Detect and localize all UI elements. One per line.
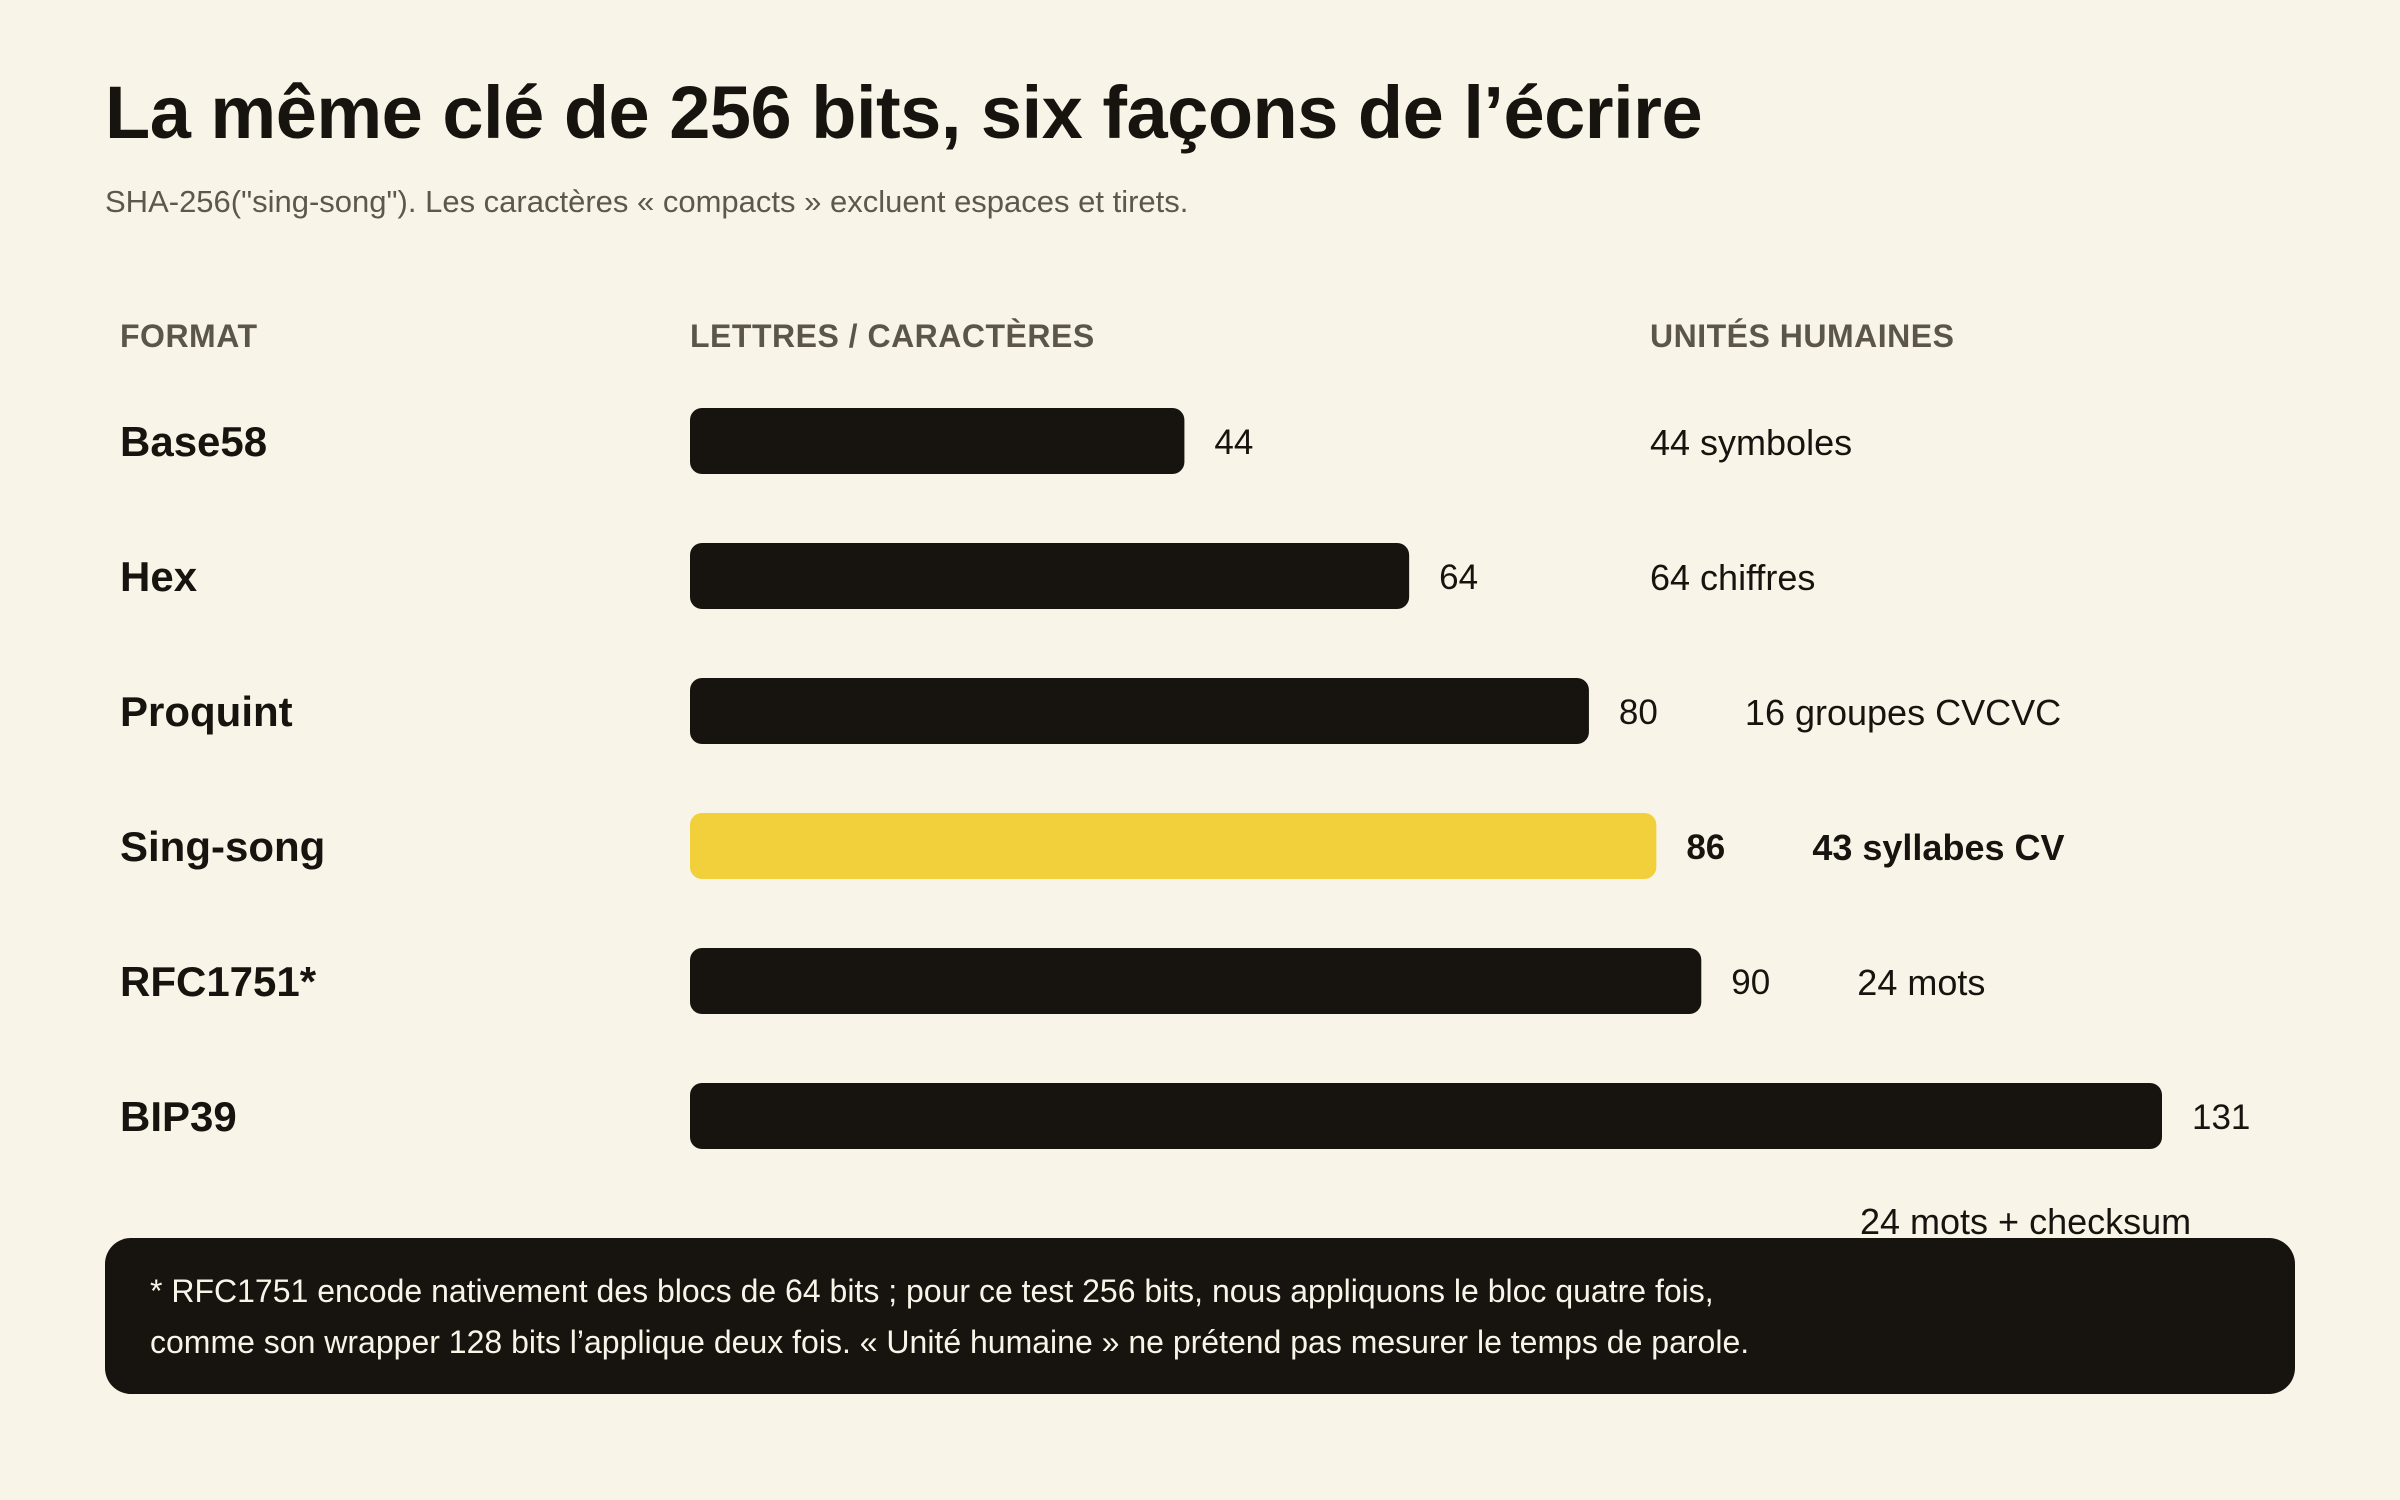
bar-rfc1751 — [690, 948, 1702, 1014]
value-label-proquint: 80 — [1619, 693, 1658, 732]
format-label-base58: Base58 — [120, 418, 267, 465]
chart-title: La même clé de 256 bits, six façons de l… — [105, 71, 1703, 154]
format-label-hex: Hex — [120, 553, 198, 600]
bar-bip39 — [690, 1083, 2162, 1149]
column-header-format: FORMAT — [120, 318, 258, 354]
footnote-line-2: comme son wrapper 128 bits l’applique de… — [150, 1324, 1750, 1360]
unit-label-base58: 44 symboles — [1650, 422, 1852, 463]
footnote-box: * RFC1751 encode nativement des blocs de… — [105, 1238, 2295, 1394]
bar-hex — [690, 543, 1410, 609]
value-label-base58: 44 — [1214, 423, 1253, 462]
unit-label-sing-song: 43 syllabes CV — [1812, 827, 2064, 868]
bar-chart: Base58 44 44 symboles Hex 64 64 chiffres Proqu… — [120, 408, 2250, 1240]
format-label-bip39: BIP39 — [120, 1093, 237, 1140]
footnote-line-1: * RFC1751 encode nativement des blocs de… — [150, 1273, 1714, 1309]
unit-label-bip39: 24 mots + checksum — [1860, 1201, 2191, 1240]
value-label-bip39: 131 — [2192, 1098, 2250, 1137]
unit-label-hex: 64 chiffres — [1650, 557, 1815, 598]
format-label-rfc1751: RFC1751* — [120, 958, 317, 1005]
unit-label-rfc1751: 24 mots — [1857, 962, 1985, 1003]
bar-proquint — [690, 678, 1589, 744]
unit-label-proquint: 16 groupes CVCVC — [1745, 692, 2061, 733]
value-label-hex: 64 — [1439, 558, 1478, 597]
column-header-units: UNITÉS HUMAINES — [1650, 318, 1955, 354]
chart-subtitle: SHA-256("sing-song"). Les caractères « c… — [105, 184, 1189, 219]
column-header-letters: LETTRES / CARACTÈRES — [690, 318, 1095, 354]
bar-sing-song — [690, 813, 1657, 879]
format-label-proquint: Proquint — [120, 688, 293, 735]
value-label-rfc1751: 90 — [1731, 963, 1770, 1002]
value-label-sing-song: 86 — [1686, 828, 1725, 867]
bar-base58 — [690, 408, 1185, 474]
format-label-sing-song: Sing-song — [120, 823, 325, 870]
